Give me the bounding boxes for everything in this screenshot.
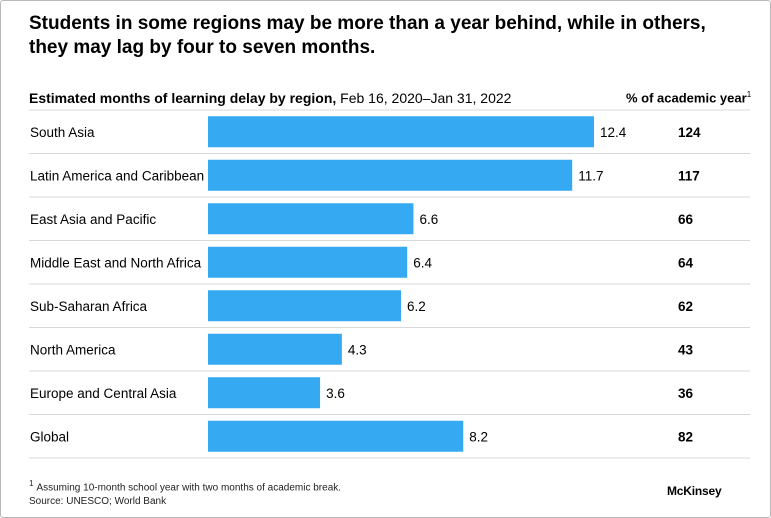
- percent-value: 66: [678, 212, 694, 227]
- chart-subtitle: Estimated months of learning delay by re…: [29, 90, 511, 106]
- percent-value: 64: [678, 255, 694, 270]
- bar: [208, 116, 594, 148]
- percent-column-header-label: % of academic year: [626, 90, 747, 106]
- bar: [208, 290, 401, 322]
- percent-value: 43: [678, 342, 694, 357]
- bar-chart: South Asia 12.4 124 Latin America and Carib…: [29, 109, 750, 459]
- bar: [208, 333, 342, 365]
- bar: [208, 159, 573, 191]
- category-label: Global: [30, 429, 69, 444]
- value-label: 11.7: [578, 168, 603, 183]
- footnote-line: 1 Assuming 10-month school year with two …: [29, 477, 341, 495]
- category-label: North America: [30, 342, 116, 357]
- value-label: 6.6: [419, 212, 438, 227]
- chart-title: Students in some regions may be more tha…: [29, 13, 706, 58]
- bar: [208, 377, 321, 409]
- percent-value: 62: [678, 299, 693, 314]
- category-label: South Asia: [30, 125, 95, 140]
- mckinsey-logo: McKinsey: [667, 484, 722, 498]
- category-label: Middle East and North Africa: [30, 255, 202, 270]
- percent-column-header: % of academic year1: [626, 90, 751, 105]
- value-label: 3.6: [326, 386, 345, 401]
- subtitle-date-range: Feb 16, 2020–Jan 31, 2022: [336, 90, 512, 106]
- footnote-text: Assuming 10-month school year with two m…: [36, 482, 342, 494]
- bar: [208, 203, 414, 235]
- value-label: 8.2: [469, 429, 488, 444]
- value-label: 6.4: [413, 255, 432, 270]
- percent-column-header-note: 1: [746, 90, 752, 99]
- category-label: Europe and Central Asia: [30, 386, 177, 401]
- bar: [208, 420, 464, 452]
- source-note: Source: UNESCO; World Bank: [29, 496, 167, 508]
- value-label: 4.3: [348, 342, 367, 357]
- category-label: East Asia and Pacific: [30, 212, 156, 227]
- value-label: 6.2: [407, 299, 426, 314]
- percent-value: 117: [678, 168, 700, 183]
- percent-value: 36: [678, 386, 694, 401]
- subtitle-bold: Estimated months of learning delay by re…: [29, 90, 337, 106]
- footnote: 1 Assuming 10-month school year with two …: [29, 477, 341, 509]
- percent-value: 124: [678, 125, 701, 140]
- category-label: Sub-Saharan Africa: [30, 299, 148, 314]
- bar: [208, 246, 408, 278]
- percent-value: 82: [678, 429, 693, 444]
- value-label: 12.4: [600, 125, 627, 140]
- category-label: Latin America and Caribbean: [30, 168, 204, 183]
- footnote-mark: 1: [29, 479, 34, 488]
